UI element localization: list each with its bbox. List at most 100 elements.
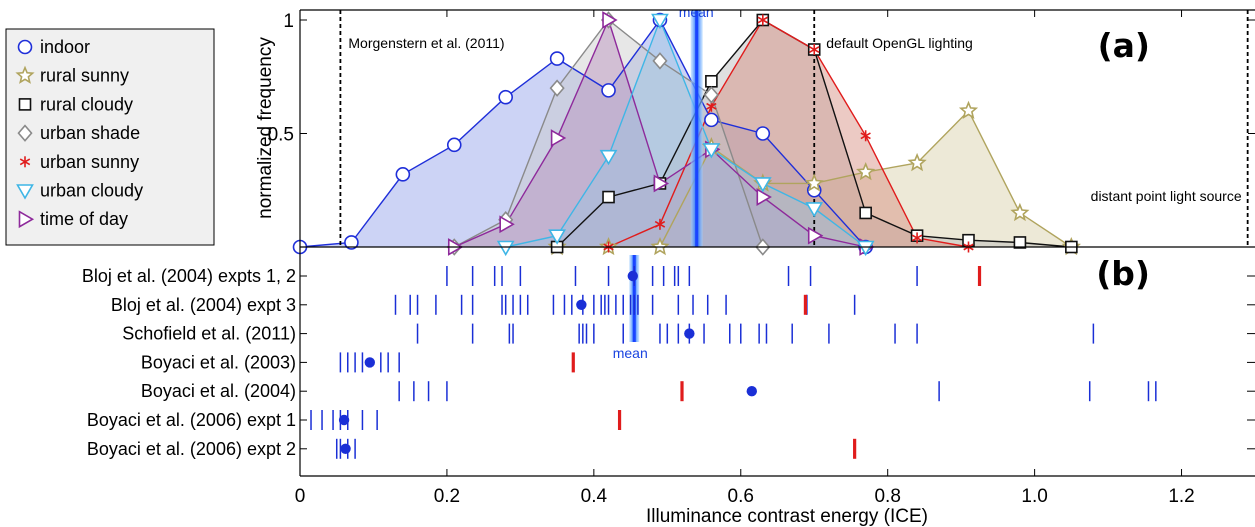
- x-axis-title: Illuminance contrast energy (ICE): [646, 506, 928, 527]
- marker-urban-sunny-6: [911, 232, 923, 244]
- row5-mean-dot: [338, 414, 350, 426]
- marker-urban-cloudy-3: [651, 13, 669, 30]
- marker-rural-sunny-2: [650, 236, 670, 256]
- y-tick-label-0: 0.5: [268, 125, 294, 146]
- marker-time-of-day-3: [602, 11, 618, 29]
- marker-urban-sunny-1: [654, 218, 666, 230]
- marker-rural-cloudy-9: [1013, 236, 1027, 249]
- reference-label-2: distant point light source: [1091, 188, 1242, 204]
- y-axis-title: normalized frequency: [255, 37, 276, 219]
- marker-urban-sunny-4: [809, 44, 820, 56]
- x-tick-label-1: 0.2: [434, 486, 460, 507]
- marker-time-of-day-4: [653, 174, 670, 193]
- marker-rural-sunny-6: [856, 162, 876, 181]
- marker-rural-cloudy-1: [602, 190, 615, 204]
- marker-rural-cloudy-3: [705, 74, 718, 88]
- panel-label-b: (b): [1096, 254, 1150, 293]
- legend-marker-4: [19, 156, 31, 168]
- legend-label-2: rural cloudy: [40, 94, 133, 114]
- marker-indoor-4: [498, 89, 513, 105]
- marker-rural-sunny-8: [958, 100, 979, 120]
- marker-indoor-1: [344, 235, 359, 250]
- marker-urban-shade-4: [652, 52, 668, 70]
- marker-time-of-day-7: [807, 226, 824, 245]
- legend-box: [5, 28, 215, 246]
- legend-label-0: indoor: [40, 37, 90, 57]
- marker-urban-shade-2: [549, 79, 565, 97]
- area-rural-sunny: [557, 110, 1072, 247]
- marker-rural-cloudy-6: [859, 206, 872, 220]
- marker-urban-cloudy-1: [548, 229, 567, 245]
- area-time-of-day: [454, 20, 866, 247]
- marker-urban-cloudy-6: [805, 202, 824, 218]
- marker-indoor-2: [395, 167, 411, 182]
- x-tick-label-2: 0.4: [581, 486, 608, 507]
- x-tick-label-4: 0.8: [874, 486, 900, 507]
- area-urban-shade: [454, 20, 763, 247]
- row-label-2: Schofield et al. (2011): [122, 324, 296, 344]
- line-urban-cloudy: [505, 18, 867, 248]
- marker-rural-sunny-9: [1010, 202, 1030, 222]
- line-urban-sunny: [608, 19, 969, 248]
- legend-marker-1: [15, 65, 35, 84]
- legend-marker-0: [17, 39, 33, 55]
- marker-indoor-5: [549, 51, 565, 66]
- reference-label-0: Morgenstern et al. (2011): [348, 35, 504, 51]
- marker-rural-sunny-5: [804, 173, 824, 192]
- row4-mean-dot: [746, 386, 757, 397]
- legend-marker-6: [18, 210, 35, 229]
- legend: indoor rural sunny rural cloudy urban shade…: [5, 28, 215, 246]
- marker-rural-sunny-7: [907, 152, 927, 172]
- marker-urban-sunny-5: [860, 130, 871, 142]
- row2-mean-dot: [684, 328, 695, 339]
- axes: 0.5 1 0 0.2 0.4 0.6 0.8 1.0 1.2 Illuminance contr…: [255, 9, 1255, 527]
- x-tick-label-6: 1.2: [1168, 486, 1194, 507]
- reference-label-1: default OpenGL lighting: [826, 35, 973, 51]
- marker-urban-cloudy-5: [753, 177, 772, 193]
- marker-urban-shade-5: [703, 86, 719, 104]
- row-label-0: Bloj et al. (2004) expts 1, 2: [82, 266, 296, 286]
- x-tick-label-0: 0: [295, 486, 306, 507]
- row-label-6: Boyaci et al. (2006) expt 2: [87, 439, 296, 459]
- row1-mean-dot: [576, 299, 587, 310]
- marker-indoor-8: [704, 112, 719, 128]
- legend-label-3: urban shade: [40, 123, 140, 143]
- legend-label-1: rural sunny: [40, 66, 129, 86]
- area-indoor: [300, 20, 866, 247]
- marker-time-of-day-2: [550, 129, 567, 147]
- mean-label-b: mean: [613, 345, 648, 361]
- marker-urban-cloudy-4: [702, 143, 721, 159]
- marker-urban-cloudy-2: [599, 149, 618, 166]
- marker-indoor-9: [755, 126, 771, 141]
- marker-indoor-6: [601, 83, 616, 98]
- panel-b: mean Bloj et al. (2004) expts 1, 2 Bloj et…: [82, 254, 1255, 459]
- marker-time-of-day-6: [756, 188, 772, 206]
- marker-indoor-3: [446, 137, 462, 153]
- marker-time-of-day-1: [499, 215, 515, 234]
- marker-urban-cloudy-0: [496, 240, 515, 257]
- y-tick-label-1: 1: [283, 11, 294, 32]
- row0-mean-dot: [627, 270, 638, 282]
- row3-mean-dot: [364, 357, 375, 368]
- marker-urban-cloudy-7: [856, 240, 875, 257]
- mean-label-a: mean: [679, 4, 714, 20]
- x-tick-label-3: 0.6: [728, 486, 754, 507]
- legend-marker-2: [18, 98, 32, 111]
- row-label-1: Bloj et al. (2004) expt 3: [111, 295, 296, 315]
- row-label-4: Boyaci et al. (2004): [141, 381, 296, 401]
- area-rural-cloudy: [557, 20, 1072, 247]
- row-label-5: Boyaci et al. (2006) expt 1: [87, 410, 296, 430]
- legend-label-4: urban sunny: [40, 152, 139, 172]
- row6-mean-dot: [340, 443, 351, 454]
- legend-label-5: urban cloudy: [40, 181, 143, 201]
- row-label-3: Boyaci et al. (2003): [141, 352, 296, 372]
- marker-urban-sunny-3: [757, 14, 768, 26]
- x-tick-label-5: 1.0: [1021, 486, 1047, 507]
- panel-label-a: (a): [1098, 26, 1150, 65]
- panel-a: Morgenstern et al. (2011) default OpenGL …: [292, 4, 1249, 257]
- line-indoor: [299, 18, 867, 248]
- legend-marker-5: [16, 184, 34, 200]
- legend-marker-3: [17, 124, 33, 142]
- legend-label-6: time of day: [40, 209, 128, 229]
